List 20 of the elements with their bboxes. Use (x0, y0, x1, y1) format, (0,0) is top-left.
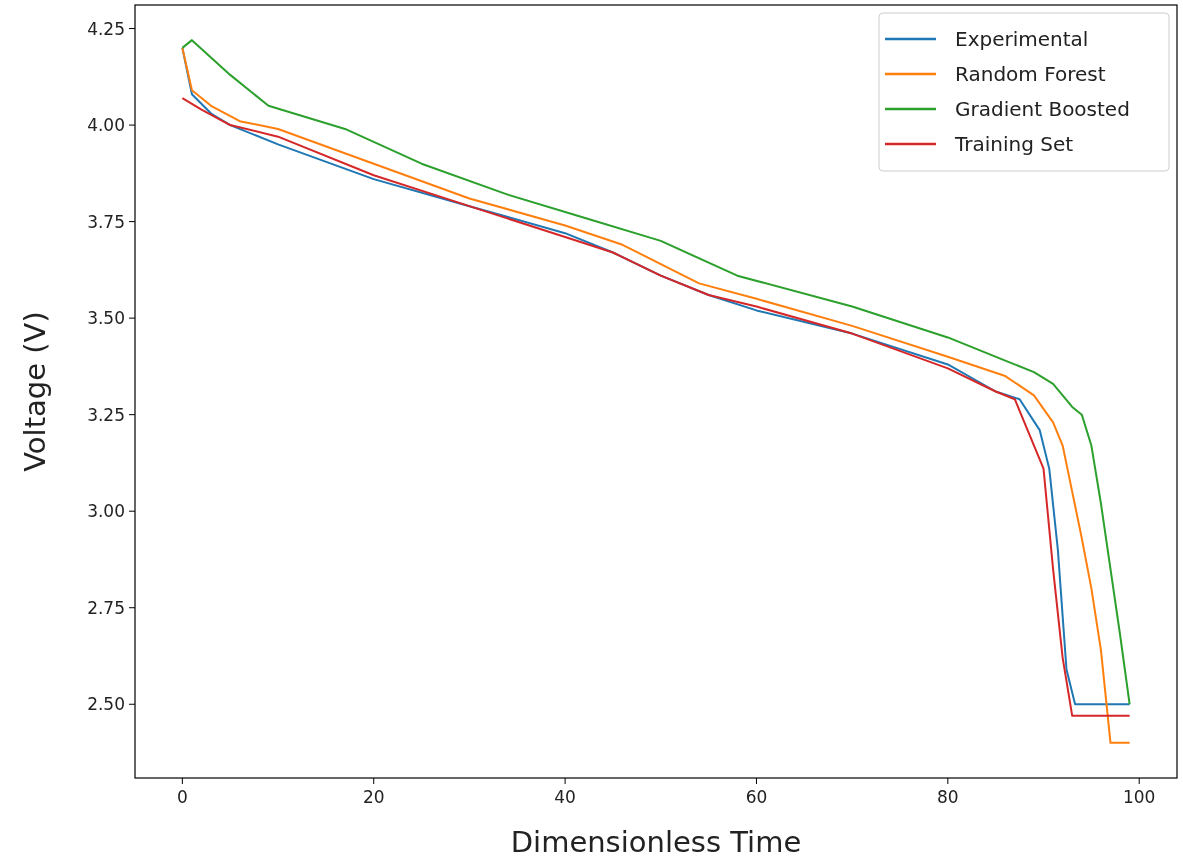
x-tick-label: 0 (176, 787, 188, 807)
y-tick-label: 2.50 (87, 694, 125, 715)
legend-label: Gradient Boosted (955, 97, 1130, 121)
legend-label: Random Forest (955, 62, 1106, 86)
legend-label: Training Set (954, 132, 1074, 156)
y-tick-label: 4.00 (87, 115, 125, 136)
y-tick-label: 3.25 (87, 404, 125, 425)
legend-label: Experimental (955, 27, 1089, 51)
y-tick-label: 3.00 (87, 501, 125, 522)
x-tick-label: 20 (362, 787, 385, 807)
x-axis-title: Dimensionless Time (510, 825, 802, 859)
y-tick-label: 4.25 (87, 18, 125, 39)
x-tick-label: 100 (1122, 787, 1156, 807)
y-tick-label: 3.50 (87, 308, 125, 329)
x-tick-label: 40 (554, 787, 576, 807)
y-tick-label: 3.75 (87, 211, 125, 232)
y-axis-title: Voltage (V) (18, 311, 52, 472)
y-tick-label: 2.75 (87, 597, 125, 618)
x-tick-label: 60 (745, 787, 768, 807)
x-tick-label: 80 (937, 787, 959, 807)
